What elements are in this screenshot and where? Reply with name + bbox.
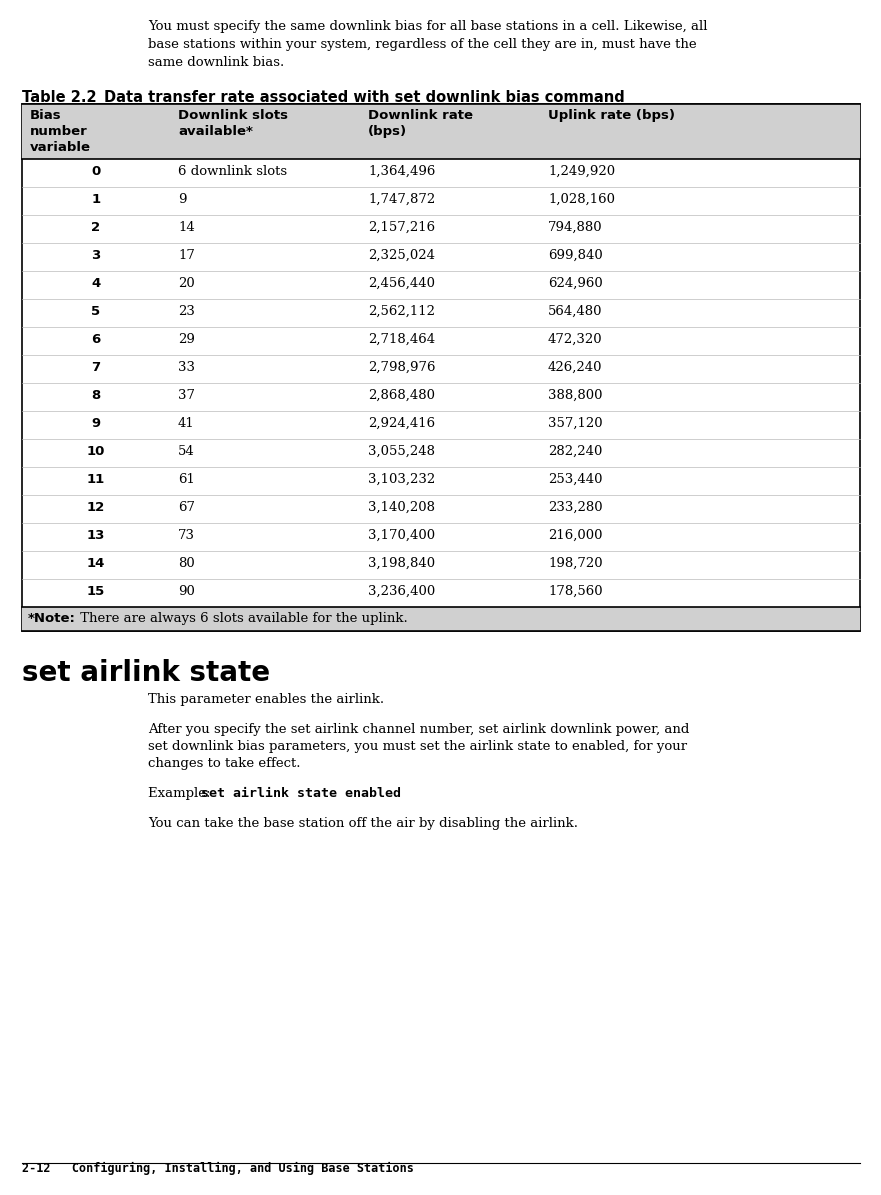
Text: 357,120: 357,120: [548, 417, 603, 430]
Text: 3,236,400: 3,236,400: [368, 586, 435, 598]
Text: 17: 17: [178, 249, 195, 262]
Text: Table 2.2 Data transfer rate associated with set downlink bias command: Table 2.2 Data transfer rate associated …: [22, 90, 625, 105]
Text: 15: 15: [87, 586, 105, 598]
Text: 0: 0: [92, 165, 100, 178]
Text: 624,960: 624,960: [548, 277, 603, 290]
Text: 9: 9: [178, 194, 187, 206]
Text: Bias
number
variable: Bias number variable: [30, 109, 91, 154]
Text: 3,055,248: 3,055,248: [368, 445, 435, 458]
Text: 9: 9: [92, 417, 100, 430]
Text: 6: 6: [92, 333, 100, 347]
Text: 198,720: 198,720: [548, 557, 603, 570]
Text: 7: 7: [92, 361, 100, 374]
Text: 699,840: 699,840: [548, 249, 603, 262]
Text: 73: 73: [178, 529, 195, 543]
Text: 12: 12: [87, 501, 105, 514]
Text: 41: 41: [178, 417, 195, 430]
Bar: [22, 607, 860, 631]
Text: 216,000: 216,000: [548, 529, 603, 543]
Text: 282,240: 282,240: [548, 445, 603, 458]
Text: 6 downlink slots: 6 downlink slots: [178, 165, 287, 178]
Text: 388,800: 388,800: [548, 390, 603, 402]
Text: 1,249,920: 1,249,920: [548, 165, 615, 178]
Text: 426,240: 426,240: [548, 361, 603, 374]
Text: 2,456,440: 2,456,440: [368, 277, 435, 290]
Text: There are always 6 slots available for the uplink.: There are always 6 slots available for t…: [76, 612, 408, 625]
Text: 5: 5: [92, 305, 100, 318]
Text: 10: 10: [87, 445, 105, 458]
Text: 54: 54: [178, 445, 195, 458]
Text: 8: 8: [92, 390, 100, 402]
Text: same downlink bias.: same downlink bias.: [148, 56, 285, 69]
Text: 20: 20: [178, 277, 195, 290]
Text: 80: 80: [178, 557, 195, 570]
Text: 2,924,416: 2,924,416: [368, 417, 435, 430]
Text: Downlink slots
available*: Downlink slots available*: [178, 109, 288, 137]
Text: 2-12   Configuring, Installing, and Using Base Stations: 2-12 Configuring, Installing, and Using …: [22, 1162, 414, 1175]
Text: This parameter enables the airlink.: This parameter enables the airlink.: [148, 693, 384, 706]
Text: 14: 14: [178, 221, 195, 234]
Text: 23: 23: [178, 305, 195, 318]
Text: set airlink state: set airlink state: [22, 658, 270, 687]
Text: 1,747,872: 1,747,872: [368, 194, 435, 206]
Text: 794,880: 794,880: [548, 221, 603, 234]
Text: 178,560: 178,560: [548, 586, 603, 598]
Text: *Note:: *Note:: [28, 612, 76, 625]
Text: 1,028,160: 1,028,160: [548, 194, 615, 206]
Text: You can take the base station off the air by disabling the airlink.: You can take the base station off the ai…: [148, 817, 578, 831]
Text: set downlink bias parameters, you must set the airlink state to enabled, for you: set downlink bias parameters, you must s…: [148, 740, 687, 753]
Text: 33: 33: [178, 361, 195, 374]
Bar: [22, 104, 860, 159]
Text: Example:: Example:: [148, 788, 215, 799]
Text: 253,440: 253,440: [548, 473, 603, 486]
Text: 2,718,464: 2,718,464: [368, 333, 435, 347]
Text: 233,280: 233,280: [548, 501, 603, 514]
Text: 2: 2: [92, 221, 100, 234]
Text: 90: 90: [178, 586, 195, 598]
Text: 3,170,400: 3,170,400: [368, 529, 435, 543]
Text: 14: 14: [87, 557, 105, 570]
Text: You must specify the same downlink bias for all base stations in a cell. Likewis: You must specify the same downlink bias …: [148, 20, 707, 33]
Text: 472,320: 472,320: [548, 333, 603, 347]
Text: 2,868,480: 2,868,480: [368, 390, 435, 402]
Text: base stations within your system, regardless of the cell they are in, must have : base stations within your system, regard…: [148, 38, 697, 51]
Text: 61: 61: [178, 473, 195, 486]
Text: 67: 67: [178, 501, 195, 514]
Text: 2,157,216: 2,157,216: [368, 221, 435, 234]
Text: changes to take effect.: changes to take effect.: [148, 756, 300, 770]
Text: Downlink rate
(bps): Downlink rate (bps): [368, 109, 473, 137]
Text: 11: 11: [87, 473, 105, 486]
Text: After you specify the set airlink channel number, set airlink downlink power, an: After you specify the set airlink channe…: [148, 723, 689, 736]
Text: 1,364,496: 1,364,496: [368, 165, 435, 178]
Text: 2,798,976: 2,798,976: [368, 361, 435, 374]
Text: 13: 13: [87, 529, 105, 543]
Text: 1: 1: [92, 194, 100, 206]
Text: 2,562,112: 2,562,112: [368, 305, 435, 318]
Text: 2,325,024: 2,325,024: [368, 249, 435, 262]
Text: 29: 29: [178, 333, 195, 347]
Text: 4: 4: [92, 277, 100, 290]
Text: Uplink rate (bps): Uplink rate (bps): [548, 109, 675, 122]
Text: 37: 37: [178, 390, 195, 402]
Text: 3: 3: [92, 249, 100, 262]
Bar: [22, 104, 860, 631]
Text: 3,103,232: 3,103,232: [368, 473, 435, 486]
Text: 564,480: 564,480: [548, 305, 603, 318]
Text: 3,198,840: 3,198,840: [368, 557, 435, 570]
Text: 3,140,208: 3,140,208: [368, 501, 435, 514]
Text: set airlink state enabled: set airlink state enabled: [201, 788, 401, 799]
